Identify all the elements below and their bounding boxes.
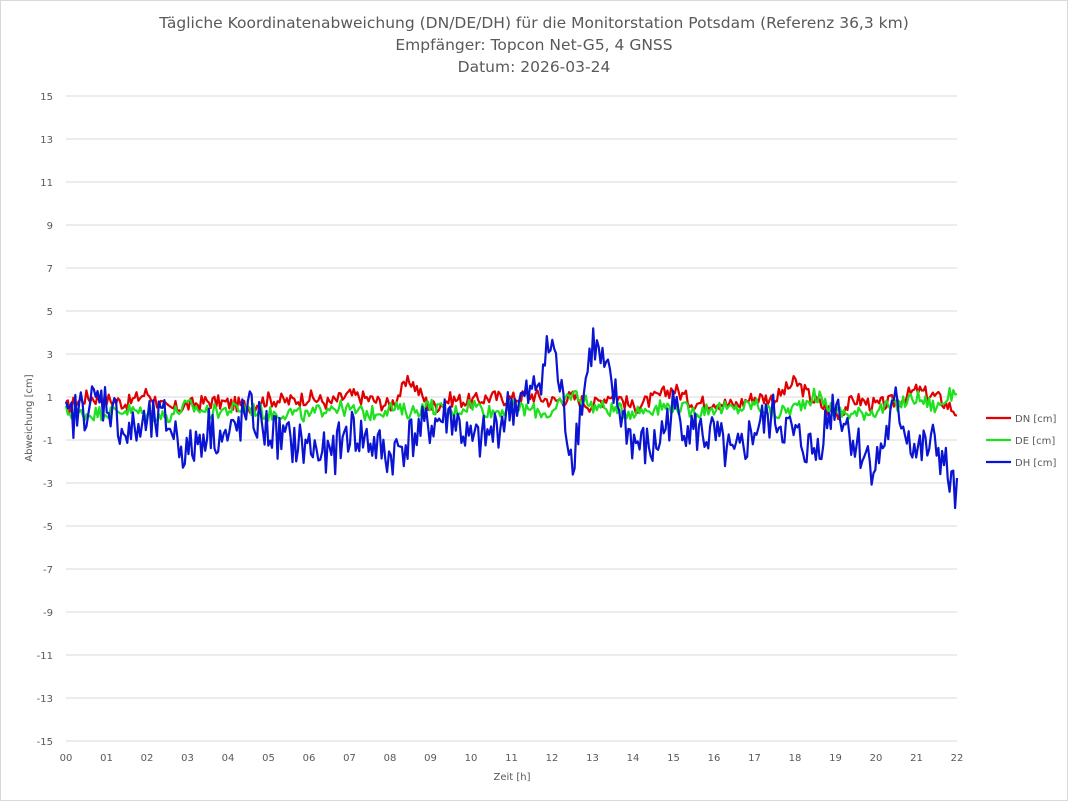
y-axis-label: Abweichung [cm] bbox=[24, 374, 35, 461]
x-tick-label: 13 bbox=[586, 753, 599, 764]
x-tick-label: 20 bbox=[870, 753, 883, 764]
y-axis-ticks: 15 13 11 9 7 5 3 1 -1 -3 -5 -7 -9 -11 -13 -15 bbox=[37, 92, 53, 748]
x-tick-label: 12 bbox=[546, 753, 559, 764]
chart-title-line-3: Datum: 2026-03-24 bbox=[458, 58, 611, 76]
y-tick-label: -11 bbox=[37, 651, 53, 662]
y-tick-label: 15 bbox=[40, 92, 53, 103]
x-tick-label: 01 bbox=[100, 753, 113, 764]
x-tick-label: 08 bbox=[384, 753, 397, 764]
legend-label: DN [cm] bbox=[1015, 414, 1057, 425]
y-tick-label: 7 bbox=[47, 264, 53, 275]
x-tick-label: 17 bbox=[748, 753, 761, 764]
x-tick-label: 05 bbox=[262, 753, 275, 764]
x-tick-label: 02 bbox=[141, 753, 154, 764]
y-tick-label: 1 bbox=[47, 393, 53, 404]
y-tick-label: -7 bbox=[43, 565, 53, 576]
series-lines bbox=[64, 327, 959, 510]
x-tick-label: 22 bbox=[951, 753, 964, 764]
x-tick-label: 09 bbox=[424, 753, 437, 764]
x-tick-label: 18 bbox=[789, 753, 802, 764]
x-tick-label: 10 bbox=[465, 753, 478, 764]
x-tick-label: 07 bbox=[343, 753, 356, 764]
x-axis-label: Zeit [h] bbox=[493, 772, 530, 783]
legend: DN [cm] DE [cm] DH [cm] bbox=[986, 414, 1057, 469]
y-tick-label: -15 bbox=[37, 737, 53, 748]
x-tick-label: 06 bbox=[303, 753, 316, 764]
y-tick-label: -1 bbox=[43, 436, 53, 447]
legend-label: DE [cm] bbox=[1015, 436, 1055, 447]
chart-title-line-1: Tägliche Koordinatenabweichung (DN/DE/DH… bbox=[158, 14, 909, 32]
y-tick-label: 13 bbox=[40, 135, 53, 146]
x-tick-label: 04 bbox=[222, 753, 235, 764]
y-tick-label: 3 bbox=[47, 350, 53, 361]
chart-title-group: Tägliche Koordinatenabweichung (DN/DE/DH… bbox=[158, 14, 909, 76]
x-tick-label: 16 bbox=[708, 753, 721, 764]
legend-label: DH [cm] bbox=[1015, 458, 1057, 469]
chart-title-line-2: Empfänger: Topcon Net-G5, 4 GNSS bbox=[395, 36, 672, 54]
y-tick-label: -9 bbox=[43, 608, 53, 619]
y-tick-label: 11 bbox=[40, 178, 53, 189]
x-tick-label: 19 bbox=[829, 753, 842, 764]
x-tick-label: 14 bbox=[627, 753, 640, 764]
x-tick-label: 11 bbox=[505, 753, 518, 764]
gridlines bbox=[66, 95, 957, 742]
y-tick-label: 9 bbox=[47, 221, 53, 232]
series-line-dh bbox=[64, 327, 959, 510]
y-tick-label: 5 bbox=[47, 307, 53, 318]
y-tick-label: -13 bbox=[37, 694, 53, 705]
x-tick-label: 15 bbox=[667, 753, 680, 764]
x-axis-ticks: 00 01 02 03 04 05 06 07 08 09 10 11 12 13 14 15 16 17 18 19… bbox=[60, 753, 964, 764]
y-tick-label: -5 bbox=[43, 522, 53, 533]
x-tick-label: 00 bbox=[60, 753, 73, 764]
x-tick-label: 21 bbox=[910, 753, 923, 764]
y-tick-label: -3 bbox=[43, 479, 53, 490]
x-tick-label: 03 bbox=[181, 753, 194, 764]
